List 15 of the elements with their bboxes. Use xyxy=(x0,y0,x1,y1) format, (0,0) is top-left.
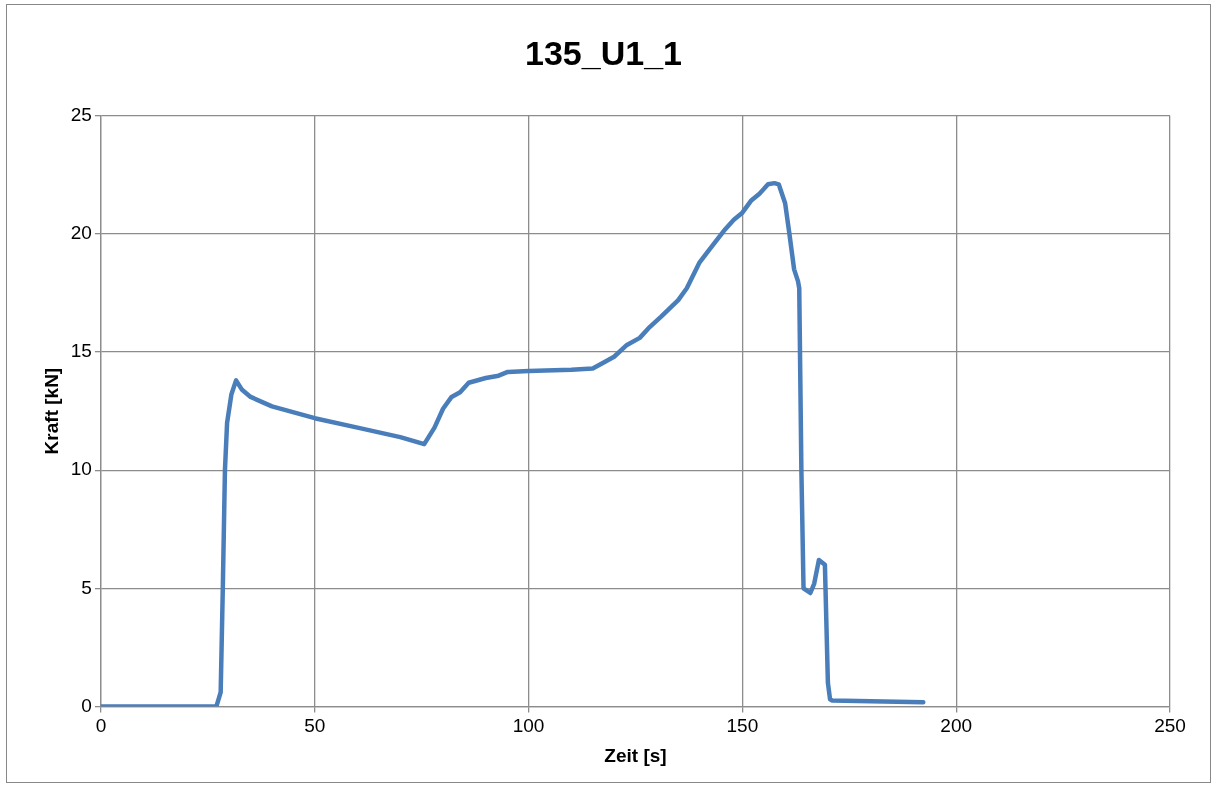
y-axis-title: Kraft [kN] xyxy=(40,367,62,455)
x-tick-label: 50 xyxy=(304,715,326,737)
x-tick-label: 150 xyxy=(726,715,759,737)
y-tick-label: 15 xyxy=(70,340,92,362)
y-tick-label: 20 xyxy=(70,222,92,244)
x-axis-title: Zeit [s] xyxy=(604,744,667,766)
x-tick-label: 200 xyxy=(940,715,973,737)
x-tick-label: 0 xyxy=(95,715,107,737)
y-tick-label: 10 xyxy=(70,458,92,480)
y-tick-label: 5 xyxy=(81,576,92,598)
x-tick-label: 100 xyxy=(512,715,545,737)
y-tick-label: 0 xyxy=(81,694,92,716)
y-tick-label: 25 xyxy=(70,104,92,126)
x-tick-label: 250 xyxy=(1154,715,1186,737)
chart-title: 135_U1_1 xyxy=(525,33,682,72)
